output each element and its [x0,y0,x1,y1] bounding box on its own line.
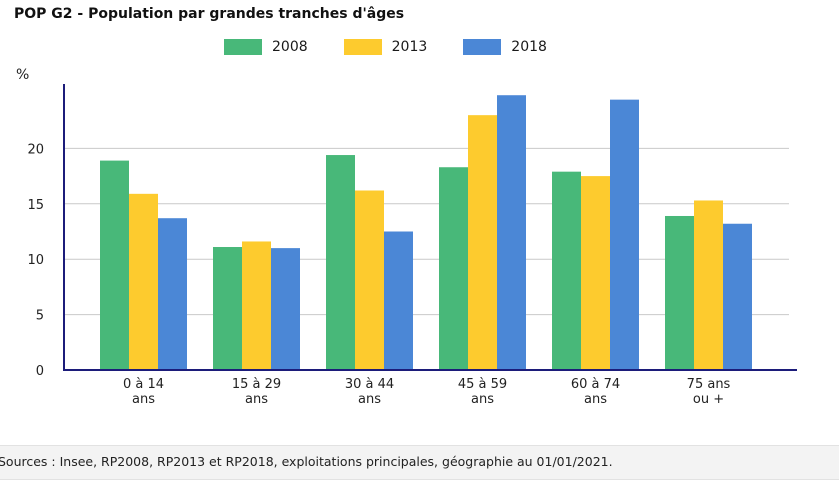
bar-2013-3 [468,115,497,370]
y-tick-label: 5 [36,309,44,324]
bar-2008-0 [100,160,129,370]
x-tick-label: ans [132,392,155,407]
bar-2018-3 [497,95,526,370]
legend-label: 2013 [391,39,428,55]
x-tick-label: 0 à 14 [123,377,164,392]
x-tick-label: ans [245,392,268,407]
bar-2018-4 [610,99,639,370]
legend-swatch [224,39,262,55]
bar-2013-5 [694,200,723,370]
legend-swatch [463,39,502,55]
x-tick-label: 15 à 29 [232,377,281,392]
x-tick-label: ans [584,392,607,407]
bar-2013-0 [129,193,158,370]
x-tick-label: ans [471,392,494,407]
bar-2018-5 [723,223,752,370]
bar-2008-2 [326,155,355,370]
bar-2008-1 [213,247,242,370]
sources-text: Sources : Insee, RP2008, RP2013 et RP201… [0,454,613,469]
legend-item-2008: 2008 [224,39,308,55]
legend-label: 2008 [272,39,308,55]
bar-2018-2 [384,231,413,370]
bar-2013-1 [242,241,271,370]
legend-swatch [343,39,382,55]
bar-2018-1 [271,248,300,370]
y-tick-label: 20 [27,142,44,157]
bar-2013-4 [581,176,610,370]
bar-2008-4 [552,171,581,370]
x-tick-label: 45 à 59 [458,377,507,392]
legend: 2008 2013 2018 [224,38,583,56]
legend-item-2013: 2013 [343,39,428,55]
x-tick-label: ou + [693,392,724,407]
legend-label: 2018 [511,39,547,55]
bar-2008-3 [439,167,468,370]
chart-title: POP G2 - Population par grandes tranches… [14,6,405,22]
y-tick-label: 15 [27,198,44,213]
y-tick-label: 0 [36,364,44,379]
bar-2018-0 [158,218,187,370]
y-tick-label: 10 [27,253,44,268]
bar-2008-5 [665,215,694,370]
legend-item-2018: 2018 [463,39,547,55]
y-axis-label: % [16,67,29,83]
bar-2013-2 [355,190,384,370]
sources-bar: Sources : Insee, RP2008, RP2013 et RP201… [0,445,839,480]
x-tick-label: 75 ans [687,377,731,392]
x-tick-label: ans [358,392,381,407]
x-tick-label: 60 à 74 [571,377,620,392]
x-tick-label: 30 à 44 [345,377,394,392]
